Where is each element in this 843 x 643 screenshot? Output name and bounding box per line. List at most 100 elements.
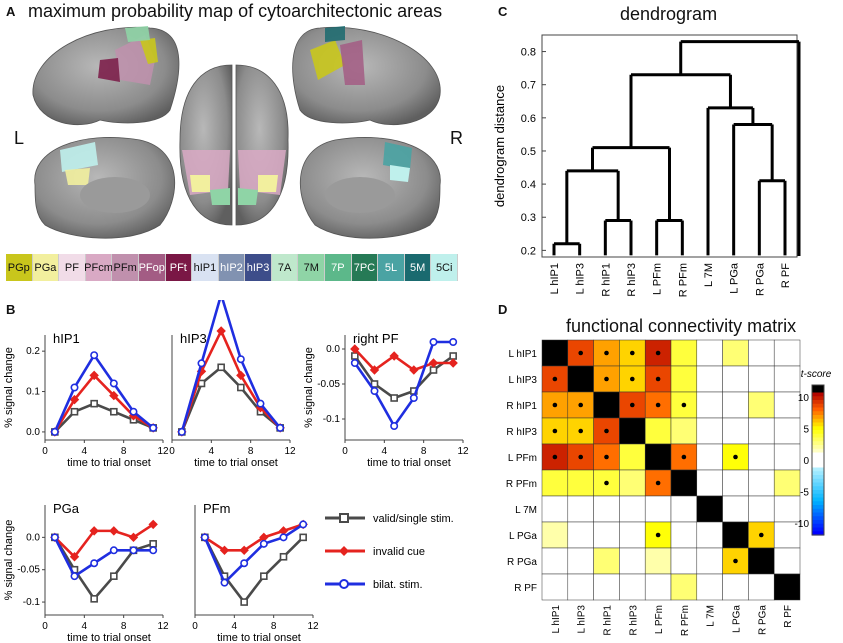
data-point [110,572,118,580]
significance-dot [578,428,583,434]
series-line [53,523,154,559]
data-point [70,383,79,392]
heatmap-cell [773,443,801,471]
colorbar-step [812,456,824,461]
series-line [53,373,154,433]
colorbar-step [812,445,824,450]
significance-dot [655,376,661,382]
heatmap-cell [541,495,569,523]
significance-dot [552,428,558,434]
x-tick-label: 4 [382,446,388,457]
y-tick-label: 0.2 [26,346,40,357]
significance-dot [655,532,661,538]
colorbar-step [812,392,824,397]
data-point [89,526,99,536]
series-line [204,523,304,552]
leaf-label: L 7M [703,263,715,287]
heatmap-cell [670,339,698,367]
significance-dot [604,376,609,382]
y-tick-label: 0.2 [521,245,536,257]
colorbar-step [812,441,824,446]
data-point [148,519,158,530]
col-label: R hIP1 [603,605,614,636]
heatmap-cell [670,521,698,549]
colorbar-step [812,388,824,394]
leaf-label: R hIP3 [626,263,638,297]
series-line [180,300,282,433]
heatmap-cell [619,547,646,575]
significance-dot [655,350,661,356]
data-point [390,394,398,402]
data-point [428,358,439,368]
data-point [109,390,119,401]
colorbar-step [812,505,824,510]
legend-marker [339,579,349,589]
data-point [216,326,226,336]
data-point [109,379,118,388]
heatmap-cell [696,495,723,523]
data-point [129,546,138,555]
data-point [149,540,157,548]
row-label: L hIP3 [508,375,537,386]
left-medial-brain [34,137,176,239]
significance-dot [578,402,583,408]
heatmap-cell [696,573,723,601]
significance-dot [681,454,687,460]
data-point [90,595,98,603]
legend-marker [339,546,349,556]
colorbar-frame [811,384,825,536]
data-point [449,352,457,360]
row-label: L PGa [509,531,537,542]
panel-c-letter: C [498,4,508,19]
data-point [217,363,225,372]
connectivity-matrix: L hIP1 L hIP3 R hIP1 R hIP3 L PFm R PFm L 7M L … [506,339,832,636]
y-tick-label: 0.0 [326,344,340,355]
data-point [220,578,229,587]
data-point [69,394,80,405]
data-point [70,407,79,416]
heatmap-cell [593,495,620,523]
data-point [236,370,246,381]
data-point [109,526,119,536]
legend-label: bilat. stim. [373,579,423,591]
colorbar-step [812,478,824,484]
data-point [110,407,118,416]
colorbar-step [812,396,824,401]
row-label: R PF [514,583,537,594]
row-label: R hIP1 [506,401,537,412]
heatmap-cell [541,469,569,497]
area-legend-item: hIP1 [192,254,219,281]
row-label: L 7M [515,505,537,516]
data-point [129,407,138,416]
data-point [149,546,158,555]
heatmap-cell [773,391,801,419]
heatmap-cell [670,547,698,575]
data-point [370,387,379,396]
x-tick-label: 12 [457,446,469,457]
data-point [70,572,79,581]
y-tick-label: -0.05 [317,379,340,390]
left-hemisphere-label: L [14,128,25,148]
y-tick-label: 0.0 [26,532,40,543]
colorbar-step [812,400,824,405]
data-point [429,337,438,346]
colorbar-title: t-score [801,369,832,380]
significance-dot [604,454,609,460]
heatmap-cell [773,547,801,575]
colorbar-step [812,520,824,525]
heatmap-cell [748,443,775,471]
line-plot-2: right PF 0 4 8 12 0.0 -0.05 -0.1 % signal change… [303,331,469,469]
x-tick-label: 4 [82,446,88,457]
area-legend-item: PFm [112,254,139,281]
data-point [90,351,99,360]
y-tick-label: 0.4 [521,179,536,191]
plot-title: right PF [353,331,399,346]
x-tick-label: 8 [271,621,277,632]
heatmap-cell [722,521,749,549]
y-tick-label: -0.1 [323,414,341,425]
colorbar-tick-label: 10 [798,393,810,404]
data-point [369,365,380,375]
significance-dot [681,402,687,408]
line-plot-3: PGa 0 4 8 12 0.0 -0.05 -0.1 % signal change time … [3,501,169,643]
heatmap-cell [670,573,698,601]
